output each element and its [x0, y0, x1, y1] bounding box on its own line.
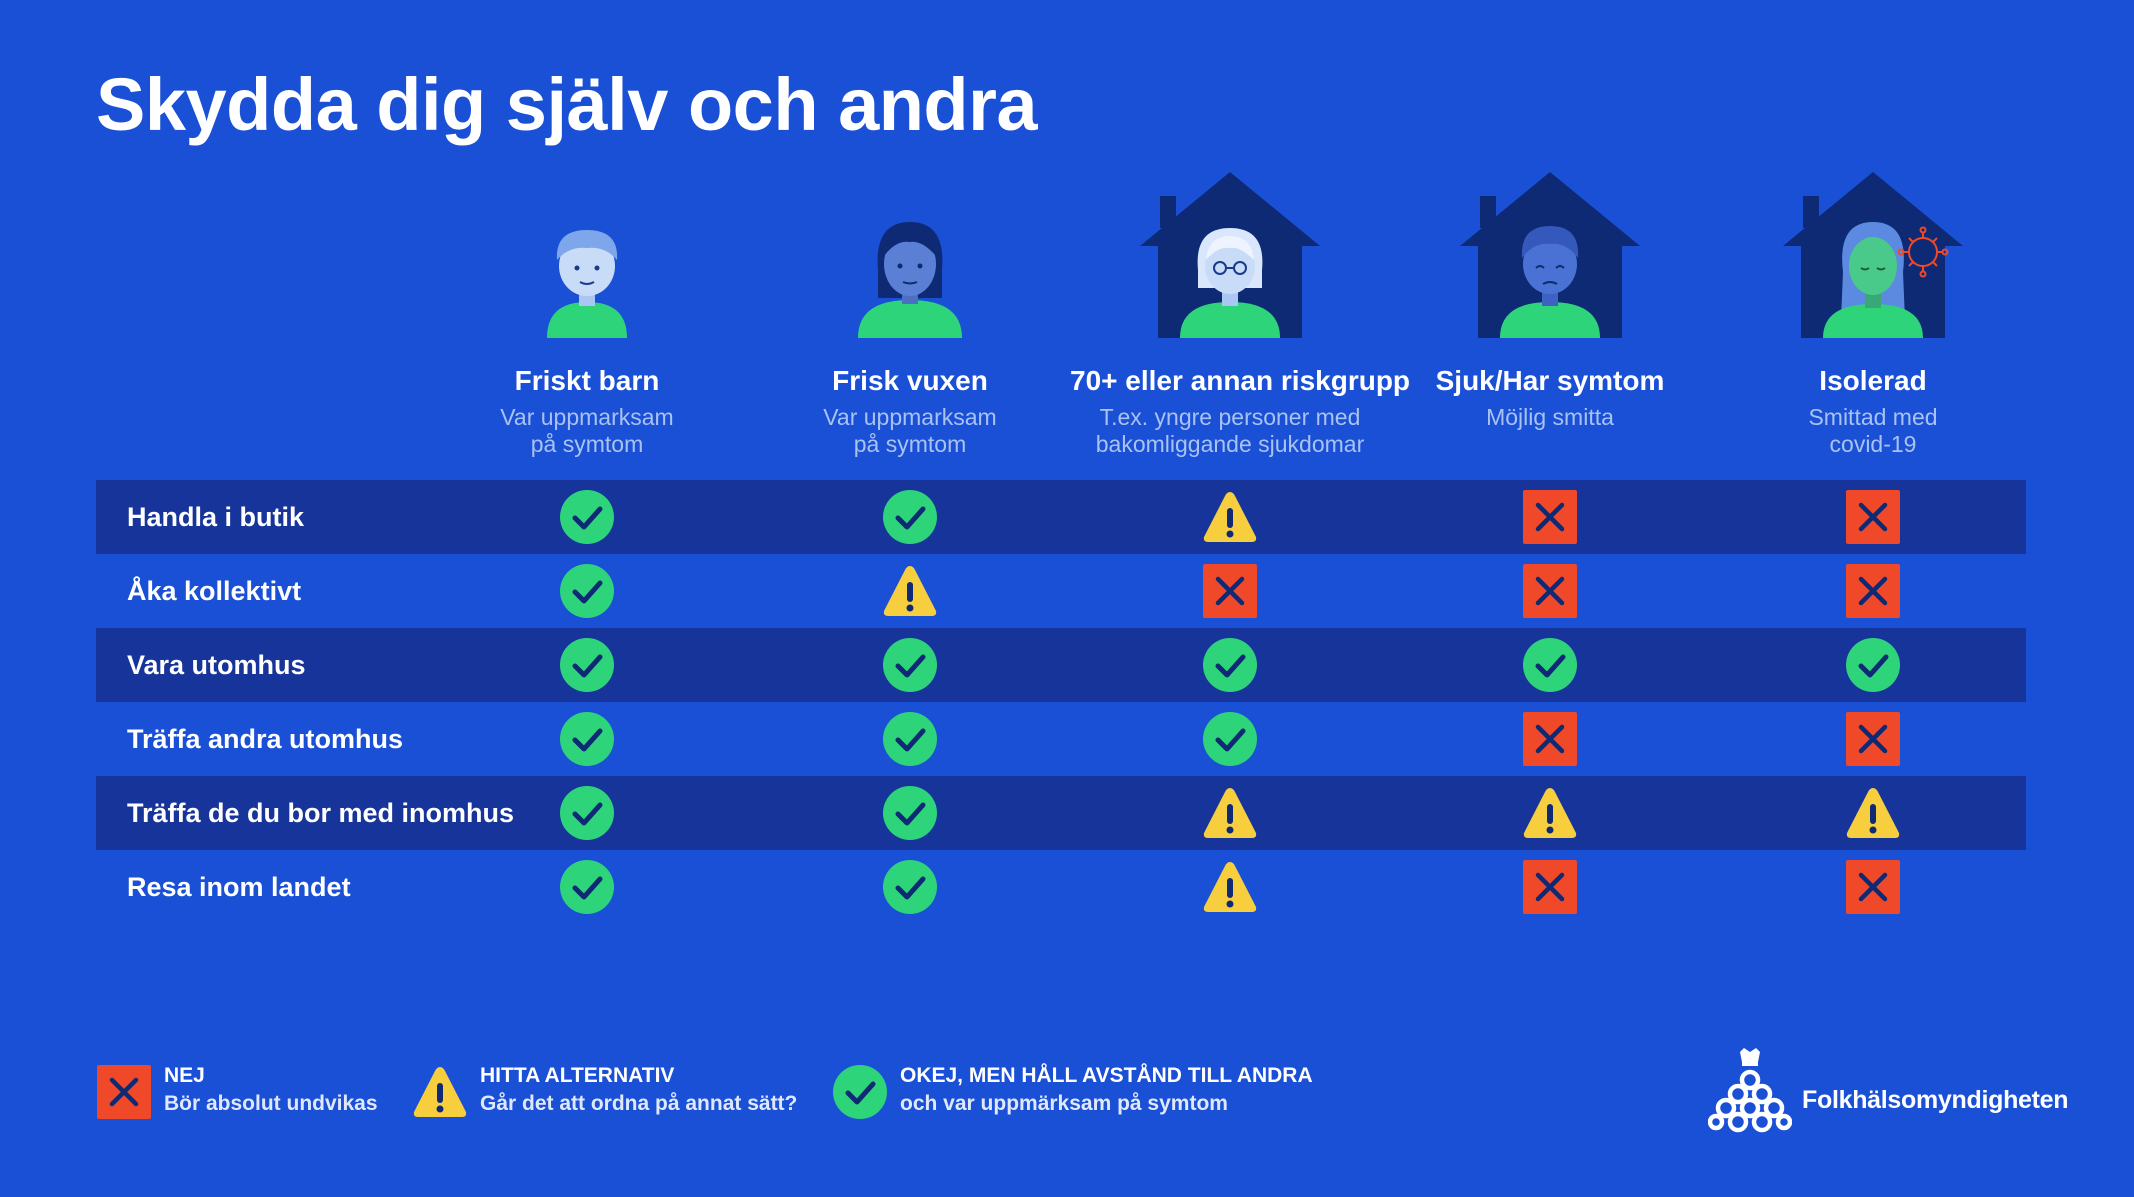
red-x-icon	[1522, 859, 1578, 915]
logo-text: Folkhälsomyndigheten	[1802, 1086, 2069, 1114]
column-subtitle: Var uppmarksam på symtom	[500, 404, 674, 457]
warning-triangle-icon	[882, 563, 938, 619]
green-check-icon	[832, 1064, 888, 1120]
column-heading: Friskt barn	[514, 365, 660, 396]
green-check-icon	[559, 637, 615, 693]
page-title: Skydda dig själv och andra	[96, 63, 1038, 146]
red-x-icon	[1845, 859, 1901, 915]
healthy-adult-icon	[858, 222, 962, 338]
row-label: Resa inom landet	[127, 872, 351, 902]
warning-triangle-icon	[412, 1064, 468, 1120]
column-friskt-barn: Friskt barn Var uppmarksam på symtom	[427, 160, 747, 458]
legend-title: NEJ	[164, 1064, 205, 1087]
folkhalsomyndigheten-crown-logo	[1708, 1048, 1792, 1133]
healthy-child-icon	[547, 230, 627, 338]
green-check-icon	[559, 489, 615, 545]
red-x-icon	[1202, 563, 1258, 619]
warning-triangle-icon	[1845, 785, 1901, 841]
column-subtitle: T.ex. yngre personer med bakomliggande s…	[1095, 404, 1365, 457]
row-label: Träffa de du bor med inomhus	[127, 798, 515, 828]
legend-no: NEJ Bör absolut undvikas	[96, 1060, 396, 1124]
green-check-icon	[882, 711, 938, 767]
column-sjuk: Sjuk/Har symtom Möjlig smitta	[1390, 160, 1710, 431]
elderly-at-home-icon	[1140, 172, 1320, 338]
green-check-icon	[882, 489, 938, 545]
table-row: Träffa de du bor med inomhus	[96, 776, 2026, 850]
green-check-icon	[1845, 637, 1901, 693]
legend-title: OKEJ, MEN HÅLL AVSTÅND TILL ANDRA	[900, 1064, 1313, 1087]
red-x-icon	[1522, 563, 1578, 619]
table-row: Vara utomhus	[96, 628, 2026, 702]
legend-desc: och var uppmärksam på symtom	[900, 1092, 1228, 1115]
table-row: Träffa andra utomhus	[96, 702, 2026, 776]
column-frisk-vuxen: Frisk vuxen Var uppmarksam på symtom	[750, 160, 1070, 458]
row-label: Vara utomhus	[127, 650, 306, 680]
row-label: Träffa andra utomhus	[127, 724, 404, 754]
red-x-icon	[1522, 711, 1578, 767]
row-label: Handla i butik	[127, 502, 305, 532]
red-x-icon	[1522, 489, 1578, 545]
column-heading: Sjuk/Har symtom	[1435, 365, 1665, 396]
column-heading: 70+ eller annan riskgrupp	[1070, 365, 1411, 396]
green-check-icon	[1202, 711, 1258, 767]
green-check-icon	[882, 785, 938, 841]
warning-triangle-icon	[1202, 859, 1258, 915]
legend-warn: HITTA ALTERNATIV Går det att ordna på an…	[412, 1060, 812, 1124]
green-check-icon	[559, 785, 615, 841]
warning-triangle-icon	[1202, 785, 1258, 841]
red-x-icon	[1845, 711, 1901, 767]
column-subtitle: Möjlig smitta	[1486, 404, 1614, 430]
warning-triangle-icon	[1522, 785, 1578, 841]
isolated-with-virus-icon	[1783, 172, 1963, 338]
legend-title: HITTA ALTERNATIV	[480, 1064, 675, 1087]
table-row: Handla i butik	[96, 480, 2026, 554]
green-check-icon	[559, 563, 615, 619]
row-label: Åka kollektivt	[127, 576, 302, 606]
activity-table: Handla i butik Åka kollektivt Vara utomh…	[96, 480, 2026, 924]
green-check-icon	[1202, 637, 1258, 693]
column-heading: Frisk vuxen	[832, 365, 988, 396]
legend-desc: Bör absolut undvikas	[164, 1092, 378, 1115]
sick-at-home-icon	[1460, 172, 1640, 338]
green-check-icon	[1522, 637, 1578, 693]
table-row: Åka kollektivt	[96, 554, 2026, 628]
column-heading: Isolerad	[1819, 365, 1927, 396]
green-check-icon	[559, 711, 615, 767]
folkhalsomyndigheten-logo: Folkhälsomyndigheten	[1708, 1046, 2069, 1140]
column-isolerad: Isolerad Smittad med covid-19	[1713, 160, 2033, 458]
red-x-icon	[1845, 563, 1901, 619]
legend-ok: OKEJ, MEN HÅLL AVSTÅND TILL ANDRA och va…	[832, 1060, 1332, 1124]
column-subtitle: Var uppmarksam på symtom	[823, 404, 997, 457]
green-check-icon	[882, 637, 938, 693]
red-x-icon	[1845, 489, 1901, 545]
green-check-icon	[882, 859, 938, 915]
legend-desc: Går det att ordna på annat sätt?	[480, 1092, 798, 1115]
warning-triangle-icon	[1202, 489, 1258, 545]
red-x-icon	[96, 1064, 152, 1120]
column-riskgrupp: 70+ eller annan riskgrupp T.ex. yngre pe…	[1070, 160, 1411, 458]
table-row: Resa inom landet	[96, 850, 2026, 924]
green-check-icon	[559, 859, 615, 915]
column-subtitle: Smittad med covid-19	[1808, 404, 1938, 457]
